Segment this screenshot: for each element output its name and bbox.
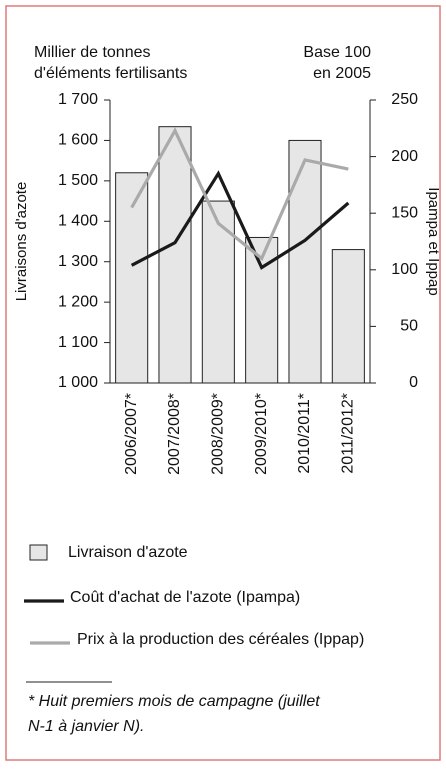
y2-tick-label: 100	[391, 261, 418, 278]
footnote: N-1 à janvier N).	[28, 718, 144, 735]
legend-label: Coût d'achat de l'azote (Ipampa)	[70, 589, 300, 606]
bar	[201, 200, 235, 384]
line-series	[130, 170, 350, 270]
y-tick-label: 1 400	[58, 213, 98, 230]
x-tick-label: 2010/2011*	[296, 393, 313, 474]
y-tick-label: 1 200	[58, 293, 98, 310]
x-tick-label: 2011/2012*	[340, 393, 357, 474]
bar	[288, 139, 322, 384]
y-tick-label: 1 700	[58, 91, 98, 108]
y-tick-label: 1 100	[58, 334, 98, 351]
y-axis-title: Livraisons d'azote	[13, 182, 30, 302]
line-series	[130, 127, 349, 262]
y-unit-label: Millier de tonnes	[34, 44, 151, 61]
y-tick-label: 1 600	[58, 132, 98, 149]
y2-unit-label: en 2005	[313, 65, 371, 82]
frame	[5, 5, 441, 761]
legend-swatch	[29, 544, 48, 561]
x-tick-label: 2008/2009*	[210, 393, 227, 475]
x-tick-label: 2006/2007*	[123, 393, 140, 475]
footnote: * Huit premiers mois de campagne (juille…	[28, 693, 320, 710]
x-tick-label: 2007/2008*	[166, 393, 183, 475]
bar	[331, 249, 365, 384]
y-tick-label: 1 300	[58, 253, 98, 270]
y2-tick-label: 0	[409, 374, 418, 391]
x-tick-label: 2009/2010*	[253, 393, 270, 475]
y2-tick-label: 250	[391, 91, 418, 108]
y2-axis-title: Ipampa et Ippap	[425, 187, 442, 295]
y2-tick-label: 200	[391, 148, 418, 165]
y-unit-label: d'éléments fertilisants	[34, 65, 187, 82]
bar	[158, 126, 192, 384]
y2-tick-label: 150	[391, 204, 418, 221]
y2-tick-label: 50	[400, 318, 418, 335]
y-tick-label: 1 500	[58, 172, 98, 189]
legend-label: Livraison d'azote	[68, 544, 188, 561]
legend-label: Prix à la production des céréales (Ippap…	[77, 631, 364, 648]
y-tick-label: 1 000	[58, 374, 98, 391]
y2-unit-label: Base 100	[303, 44, 371, 61]
